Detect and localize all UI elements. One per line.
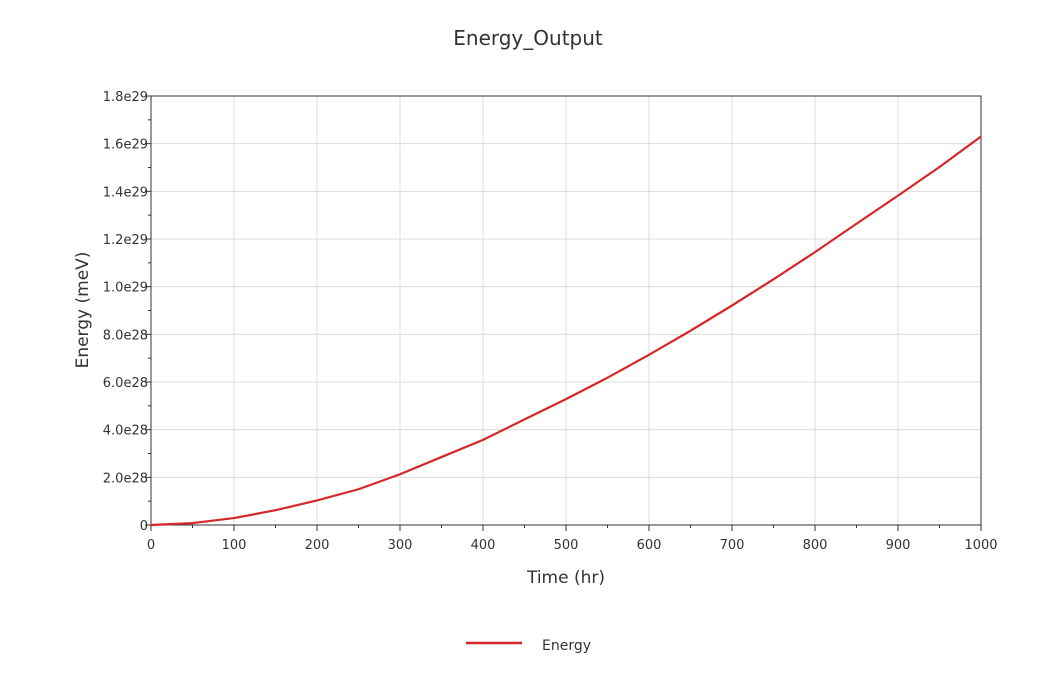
y-tick-label: 1.4e29 xyxy=(103,185,148,200)
y-tick-label: 2.0e28 xyxy=(103,471,148,486)
x-tick-label: 100 xyxy=(222,538,247,553)
x-tick-label: 400 xyxy=(471,538,496,553)
x-tick-label: 300 xyxy=(388,538,413,553)
x-tick-label: 0 xyxy=(147,538,155,553)
y-tick-label: 6.0e28 xyxy=(103,376,148,391)
x-tick-label: 600 xyxy=(637,538,662,553)
x-axis-label: Time (hr) xyxy=(526,568,605,588)
x-tick-label: 500 xyxy=(554,538,579,553)
x-tick-label: 1000 xyxy=(964,538,997,553)
x-tick-label: 700 xyxy=(720,538,745,553)
y-axis-label: Energy (meV) xyxy=(73,252,93,369)
x-tick-label: 800 xyxy=(803,538,828,553)
chart-title: Energy_Output xyxy=(453,26,603,50)
x-axis-tick-labels: 0 100 200 300 400 500 600 700 800 900 1000 xyxy=(147,538,998,553)
y-tick-label: 1.2e29 xyxy=(103,233,148,248)
series-layer xyxy=(150,135,982,527)
grid-lines xyxy=(150,95,982,526)
y-tick-label: 1.0e29 xyxy=(103,281,148,296)
y-tick-label: 1.8e29 xyxy=(103,90,148,105)
x-tick-label: 200 xyxy=(305,538,330,553)
y-tick-label: 8.0e28 xyxy=(103,328,148,343)
y-tick-label: 1.6e29 xyxy=(103,138,148,153)
y-axis-tick-labels: 0 2.0e28 4.0e28 6.0e28 8.0e28 1.0e29 1.2e29 1.4… xyxy=(103,90,148,534)
x-tick-label: 900 xyxy=(886,538,911,553)
axis-ticks xyxy=(145,95,982,531)
y-tick-label: 4.0e28 xyxy=(103,424,148,439)
y-tick-label: 0 xyxy=(140,519,148,534)
legend[interactable]: Energy xyxy=(466,638,591,654)
series-line-energy[interactable] xyxy=(150,135,982,527)
legend-label-energy: Energy xyxy=(542,638,591,654)
